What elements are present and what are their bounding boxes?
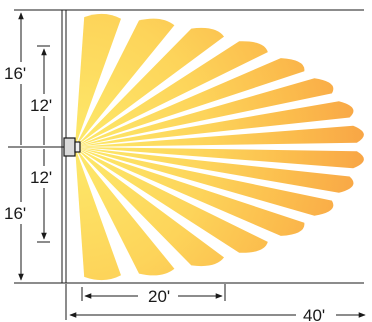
coverage-beam [75, 78, 334, 147]
coverage-beam [75, 13, 121, 147]
label-horizontal-far: 40' [303, 306, 325, 322]
coverage-beams [75, 13, 364, 281]
coverage-beam [75, 58, 305, 147]
coverage-beam [75, 147, 334, 216]
coverage-beam [75, 125, 364, 147]
dimension-horizontal-far [65, 284, 366, 322]
coverage-beam [75, 147, 305, 236]
wall-frame [8, 9, 364, 284]
coverage-beam [75, 147, 268, 253]
label-vertical-lower-inner: 12' [30, 168, 52, 187]
dimension-vertical-outer [2, 12, 32, 281]
label-vertical-upper-outer: 16' [4, 64, 26, 83]
coverage-beam [75, 147, 224, 267]
coverage-beam [75, 41, 268, 148]
coverage-beam [75, 147, 354, 193]
dimension-vertical-inner [28, 45, 60, 243]
dimension-horizontal-near [81, 284, 226, 305]
motion-sensor-icon [63, 137, 81, 157]
label-vertical-lower-outer: 16' [4, 204, 26, 223]
coverage-beam [75, 101, 354, 147]
coverage-beam [75, 147, 121, 281]
coverage-beam [75, 18, 175, 148]
label-horizontal-near: 20' [148, 287, 170, 306]
coverage-beam [75, 147, 175, 276]
coverage-beam [75, 147, 364, 169]
label-vertical-upper-inner: 12' [30, 96, 52, 115]
coverage-beam [75, 27, 224, 147]
